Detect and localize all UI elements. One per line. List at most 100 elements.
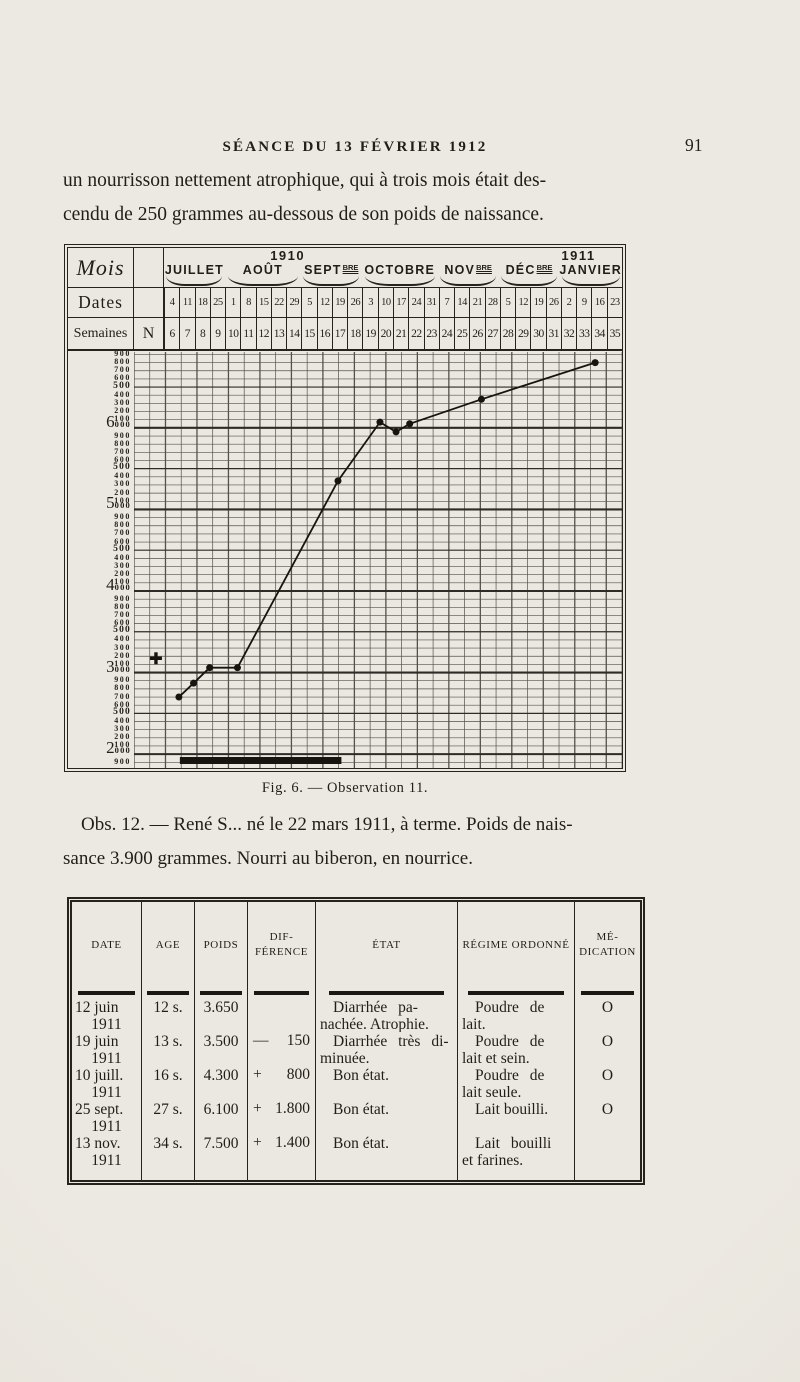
week-cell: 28 [499, 318, 515, 349]
date-cell: 12 [515, 288, 530, 317]
week-cell: 7 [179, 318, 194, 349]
table-header-line: RÉGIME ORDONNÉ [462, 938, 570, 951]
data-point [376, 418, 384, 426]
y-axis-label: 900 [114, 756, 131, 766]
header-underline-cell [194, 988, 247, 998]
y-axis-label: 5000 [106, 494, 131, 511]
observation-paragraph: Obs. 12. — René S... né le 22 mars 1911,… [63, 808, 713, 875]
month-cell: NOV BRE [438, 248, 499, 287]
table-row-poids-cell: 3.650 [194, 998, 247, 1032]
month-label: OCTOBRE [364, 263, 436, 277]
table-row-date-cell: 13 nov. 1911 [72, 1134, 141, 1180]
week-cell: 22 [408, 318, 423, 349]
data-point [591, 359, 599, 367]
regime-line: et farines. [462, 1152, 524, 1169]
regime-line: lait. [462, 1016, 486, 1032]
table-row-date-cell: 10 juill. 1911 [72, 1066, 141, 1100]
month-cell: SEPT BRE [301, 248, 362, 287]
table-header-line: DICATION [579, 946, 636, 958]
table-header-line: ÉTAT [372, 938, 401, 951]
y-axis-label: 500 [113, 462, 131, 473]
date-line: 1911 [91, 1152, 122, 1169]
etat-line: Bon état. [333, 1101, 389, 1118]
date-cell: 12 [316, 288, 332, 317]
year-label: 1910 [270, 248, 306, 263]
etat-line: Diarrhée pa- [333, 999, 418, 1016]
date-cell: 24 [408, 288, 423, 317]
week-cell: 8 [194, 318, 210, 349]
month-brace [364, 276, 435, 286]
y-axis-thousand-zeros: 000 [114, 418, 131, 429]
month-brace [303, 276, 360, 286]
regime-line: Lait bouilli. [475, 1101, 549, 1118]
etat-line: Bon état. [333, 1135, 389, 1152]
y-axis-label: 200 [114, 406, 131, 416]
header-underline-bar [580, 991, 635, 995]
week-cell: 12 [255, 318, 271, 349]
month-cell: OCTOBRE [362, 248, 438, 287]
regime-line: Poudre de [475, 1067, 545, 1084]
month-brace [561, 276, 620, 286]
y-axis-label: 100 [114, 495, 131, 505]
header-underline-cell [457, 988, 574, 998]
table-row-difference-cell [247, 998, 315, 1032]
figure-caption: Fig. 6. — Observation 11. [261, 780, 429, 796]
table-header-cell: DATE [72, 902, 141, 988]
table-row-difference-cell: +1.400 [247, 1134, 315, 1180]
y-axis-label: 700 [114, 365, 131, 375]
table-row-age-cell: 13 s. [141, 1032, 194, 1066]
y-axis-label: 900 [114, 350, 131, 358]
month-sup-label: BRE [342, 263, 359, 272]
table-row-difference-cell: +800 [247, 1066, 315, 1100]
y-axis-thousand-digit: 2 [106, 738, 115, 758]
y-axis-label: 700 [114, 446, 131, 456]
date-cell: 7 [438, 288, 454, 317]
data-point [175, 693, 183, 701]
table-row-regime-cell: Lait bouilli et farines. [457, 1134, 574, 1180]
week-cell: 33 [576, 318, 591, 349]
date-line: 1911 [91, 1050, 122, 1066]
date-cell: 4 [164, 288, 179, 317]
table-row-date-cell: 25 sept. 1911 [72, 1100, 141, 1134]
intro-line: un nourrisson nettement atrophique, qui … [63, 170, 547, 191]
table-header-line: DIF- [269, 931, 294, 943]
y-axis-label: 400 [114, 716, 131, 725]
month-cell: JANVIER [559, 248, 622, 287]
month-label: SEPT [304, 263, 342, 277]
date-cell: 31 [423, 288, 439, 317]
week-cell: 15 [301, 318, 316, 349]
table-header-cell: DIF- FÉRENCE [247, 902, 315, 988]
week-cell: 6 [164, 318, 179, 349]
etat-line: Bon état. [333, 1067, 389, 1084]
date-line: 12 juin [75, 999, 119, 1016]
table-row-etat-cell: Bon état. [315, 1134, 457, 1180]
y-axis-label: 800 [114, 520, 131, 530]
observation-table: DATE AGE POIDS DIF- FÉRENCE ÉTAT RÉGIME ORDONN… [67, 897, 645, 1185]
y-axis-label: 3000 [106, 658, 131, 675]
data-point [206, 664, 214, 672]
data-point [334, 477, 342, 485]
y-axis-thousand-digit: 3 [106, 656, 115, 676]
y-axis-label: 600 [114, 373, 131, 383]
y-axis-label: 200 [114, 569, 131, 579]
y-axis-label: 700 [114, 691, 131, 701]
week-cell: 18 [347, 318, 362, 349]
data-point [233, 664, 241, 672]
week-cell: 34 [591, 318, 606, 349]
table-row-medication-cell [574, 1134, 640, 1180]
month-label: JUILLET [164, 263, 224, 277]
table-header-line: DATE [91, 938, 122, 951]
difference-value: 1.800 [275, 1100, 310, 1117]
date-cell: 26 [347, 288, 362, 317]
date-cell: 17 [392, 288, 408, 317]
week-cell: 16 [316, 318, 332, 349]
chart-plot-area: 900 800 700 600 500 400 300 200 100 6000 900 800 700… [68, 350, 622, 768]
y-axis-label: 300 [114, 561, 131, 571]
table-header-cell: ÉTAT [315, 902, 457, 988]
y-axis-label: 900 [114, 675, 131, 685]
table-header-cell: POIDS [194, 902, 247, 988]
y-axis-label: 900 [114, 430, 131, 440]
date-cell: 2 [560, 288, 576, 317]
data-point [190, 679, 198, 687]
y-axis-thousand-zeros: 000 [114, 581, 131, 592]
